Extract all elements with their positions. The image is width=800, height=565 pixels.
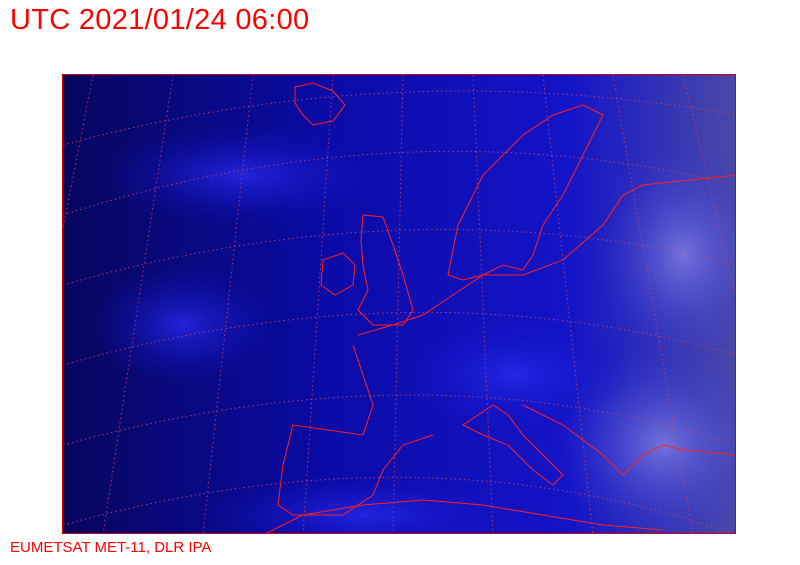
coast-scandinavia: [447, 104, 604, 281]
coast-iberia: [277, 344, 434, 516]
coast-italy: [462, 404, 564, 486]
image-credit: EUMETSAT MET-11, DLR IPA: [10, 539, 212, 556]
coast-mainland-europe: [357, 174, 735, 336]
coastlines: [265, 82, 735, 533]
satellite-map: [62, 74, 736, 534]
coast-ireland: [320, 252, 356, 296]
coast-great-britain: [357, 214, 414, 326]
coast-balkans-greece: [522, 404, 735, 476]
page-title: UTC 2021/01/24 06:00: [10, 4, 310, 36]
graticule: [63, 75, 735, 533]
coast-iceland: [294, 82, 346, 126]
satellite-image: [63, 75, 735, 533]
coast-north-africa: [265, 499, 664, 533]
cloud-layer: [93, 125, 735, 533]
